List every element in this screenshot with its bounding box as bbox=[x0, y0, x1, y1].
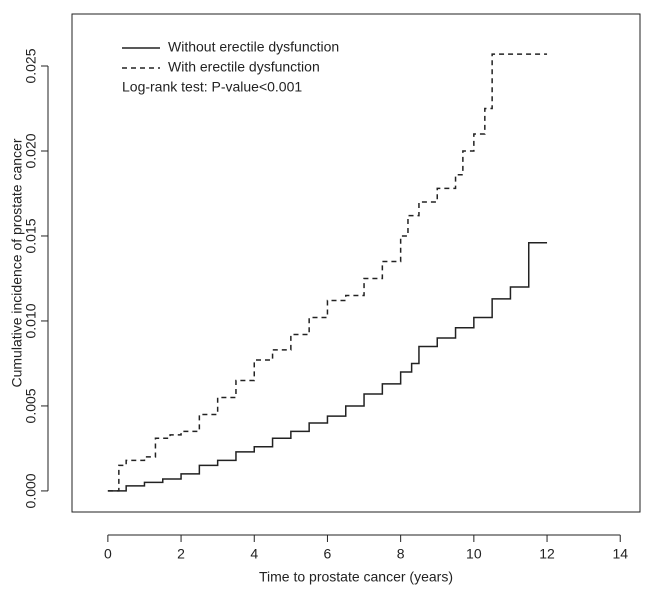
series-line bbox=[107, 242, 548, 492]
x-tick-label: 12 bbox=[539, 546, 555, 562]
y-tick-label: 0.020 bbox=[23, 133, 39, 168]
x-tick-label: 14 bbox=[612, 546, 628, 562]
y-axis-title: Cumulative incidence of prostate cancer bbox=[9, 138, 25, 387]
x-axis-title: Time to prostate cancer (years) bbox=[259, 569, 453, 585]
plot-frame bbox=[71, 13, 641, 513]
annotation: Log-rank test: P-value<0.001 bbox=[122, 79, 302, 95]
y-tick-label: 0.025 bbox=[23, 48, 39, 83]
y-tick-label: 0.010 bbox=[23, 303, 39, 338]
x-tick-label: 8 bbox=[397, 546, 405, 562]
y-tick-label: 0.015 bbox=[23, 218, 39, 253]
legend-label: Without erectile dysfunction bbox=[168, 39, 339, 55]
legend-label: With erectile dysfunction bbox=[168, 59, 320, 75]
series-line bbox=[107, 53, 548, 492]
x-tick-label: 2 bbox=[177, 546, 185, 562]
x-tick-label: 6 bbox=[324, 546, 332, 562]
x-tick-label: 10 bbox=[466, 546, 482, 562]
x-tick-label: 4 bbox=[250, 546, 258, 562]
x-tick-label: 0 bbox=[104, 546, 112, 562]
y-tick-label: 0.005 bbox=[23, 388, 39, 423]
y-tick-label: 0.000 bbox=[23, 473, 39, 508]
